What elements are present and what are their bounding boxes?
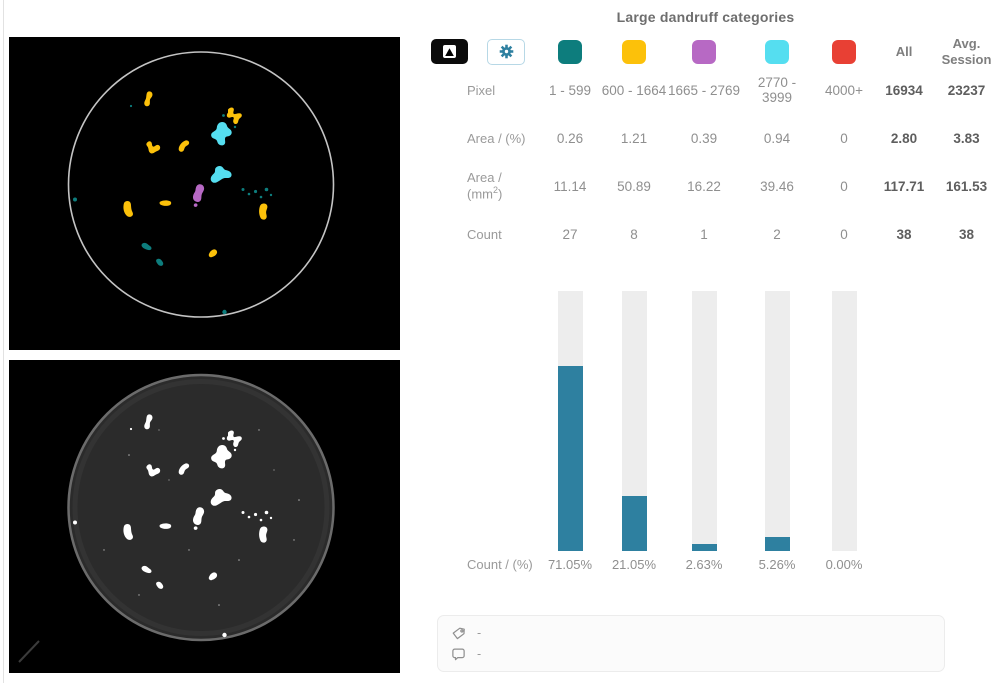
count-all-value: 38 [896,226,912,242]
gear-icon [499,44,513,59]
count-1: 27 [562,226,578,242]
area-pct-2: 1.21 [620,130,648,146]
bar-fill-3 [691,544,717,551]
pixel-row-label: Pixel [467,82,496,98]
tags-value: - [477,626,482,640]
bar-track-3 [691,291,717,551]
count-3: 1 [700,226,708,242]
area-mm2-all-value: 117.71 [883,178,925,194]
pixel-range-2: 600 - 1664 [601,82,667,98]
area-pct-1: 0.26 [556,130,584,146]
category-swatch-5[interactable] [832,39,856,64]
area-mm2-2: 50.89 [617,178,651,194]
count-pct-5: 0.00% [825,556,863,572]
area-mm2-1: 11.14 [553,178,587,194]
area-mm2-4: 39.46 [760,178,794,194]
segmentation-overlay-graphic [9,37,400,350]
bar-fill-1 [557,366,583,551]
image-view-button[interactable] [431,39,468,65]
area-pct-5: 0 [840,130,848,146]
category-swatch-3[interactable] [692,39,716,64]
count-2: 8 [630,226,638,242]
annotations-box: - - [437,615,945,672]
legend-row: All Avg. Session [431,36,1000,67]
area-mm2-avg-value: 161.53 [945,178,988,194]
count-pct-1: 71.05% [547,556,593,572]
bar-fill-4 [764,537,790,551]
count-pct-bar-chart [437,291,1000,551]
count-pct-label-row: Count / (%) 71.05% 21.05% 2.63% 5.26% 0.… [437,551,1000,577]
count-pct-4: 5.26% [758,556,796,572]
count-5: 0 [840,226,848,242]
settings-button[interactable] [487,38,525,65]
pixel-range-1: 1 - 599 [548,82,592,98]
count-pct-3: 2.63% [685,556,723,572]
comment-icon [452,648,465,660]
area-pct-4: 0.94 [763,130,791,146]
bar-track-1 [557,291,583,551]
area-pct-all-value: 2.80 [890,130,918,146]
category-swatch-1[interactable] [558,39,582,64]
pixel-range-5: 4000+ [825,82,863,98]
area-pct-row-label: Area / (%) [467,130,526,146]
area-pct-row: Area / (%) 0.26 1.21 0.39 0.94 0 2.80 3.… [437,114,1000,162]
pixel-row: Pixel 1 - 599 600 - 1664 1665 - 2769 277… [437,66,1000,114]
avg-session-column-header: Avg. Session [941,36,992,67]
segmented-scalp-image[interactable] [9,37,400,350]
count-avg-value: 38 [958,226,975,242]
panel-title: Large dandruff categories [616,9,795,25]
bar-track-5 [831,291,857,551]
all-column-header: All [895,43,913,59]
area-mm2-row-label: Area / (mm2) [467,170,503,202]
dandruff-categories-panel: Large dandruff categories [431,0,1000,683]
area-pct-avg-value: 3.83 [953,130,980,146]
area-mm2-row: Area / (mm2) 11.14 50.89 16.22 39.46 0 1… [437,162,1000,210]
tags-row[interactable]: - [451,625,932,641]
bar-track-2 [621,291,647,551]
bar-track-4 [764,291,790,551]
pixel-all-value: 16934 [885,82,923,98]
left-divider [3,0,4,683]
bar-fill-2 [621,496,647,551]
toolbar [431,38,539,65]
grayscale-scalp-image[interactable] [9,360,400,673]
area-pct-3: 0.39 [690,130,718,146]
category-swatch-4[interactable] [765,39,789,64]
pixel-range-4: 2770 - 3999 [757,75,797,105]
count-row-label: Count [467,226,502,242]
pixel-avg-value: 23237 [947,82,986,98]
count-4: 2 [773,226,781,242]
area-mm2-5: 0 [840,178,848,194]
area-mm2-3: 16.22 [687,178,721,194]
comments-row[interactable]: - [451,646,932,662]
category-swatch-2[interactable] [622,39,646,64]
comments-value: - [477,647,482,661]
image-icon [443,45,456,59]
count-pct-2: 21.05% [611,556,657,572]
pixel-range-3: 1665 - 2769 [667,82,741,98]
tag-icon [452,627,465,639]
count-pct-row-label: Count / (%) [467,556,533,572]
count-row: Count 27 8 1 2 0 38 38 [437,210,1000,258]
grayscale-sample-graphic [9,360,400,673]
